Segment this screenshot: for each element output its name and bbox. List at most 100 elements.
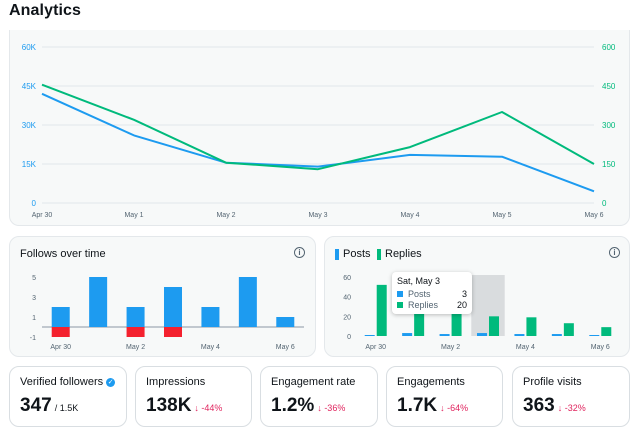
right-axis-tick: 150 — [602, 160, 616, 169]
legend-posts[interactable]: Posts — [335, 248, 371, 260]
impressions-label: Impressions — [146, 376, 206, 388]
legend-replies-label: Replies — [385, 248, 422, 260]
tooltip-posts-label: Posts — [408, 289, 431, 299]
posts-bar — [477, 333, 487, 336]
x-axis-tick: Apr 30 — [32, 212, 53, 219]
x-axis-tick: Apr 30 — [50, 344, 71, 351]
posts-swatch — [335, 248, 339, 260]
replies-bar — [489, 316, 499, 336]
profile-visits-value: 363 — [523, 395, 555, 416]
stat-value: 347/ 1.5K — [20, 395, 78, 417]
posts-bar — [439, 334, 450, 336]
engagement-rate-value: 1.2% — [271, 395, 315, 416]
replies-bar — [526, 317, 537, 336]
follow-bar — [126, 307, 145, 327]
y-axis-tick: 40 — [343, 295, 351, 302]
stat-value: 1.7K ↓ -64% — [397, 395, 468, 417]
legend-replies[interactable]: Replies — [377, 248, 422, 260]
tooltip-title: Sat, May 3 — [397, 276, 441, 286]
x-axis-tick: May 5 — [492, 212, 511, 219]
left-axis-tick: 0 — [32, 199, 37, 208]
profile-visits-delta: ↓ -32% — [557, 403, 586, 413]
x-axis-tick: May 3 — [308, 212, 327, 219]
right-axis-tick: 0 — [602, 199, 607, 208]
x-axis-tick: May 6 — [591, 344, 610, 351]
x-axis-tick: May 6 — [584, 212, 603, 219]
series-line-right — [41, 83, 595, 171]
profile-visits-label: Profile visits — [523, 376, 582, 388]
replies-bar — [451, 306, 462, 336]
series-line-left — [41, 92, 595, 193]
page-title: Analytics — [9, 2, 82, 19]
overview-line-chart[interactable]: 60K 600 45K 450 30K 300 15K 150 0 0 Apr 30 May 1 May… — [10, 30, 631, 226]
x-axis-tick: May 4 — [400, 212, 419, 219]
x-axis-tick: May 2 — [126, 344, 145, 351]
left-axis-tick: 15K — [22, 160, 37, 169]
right-axis-tick: 600 — [602, 43, 616, 52]
info-icon[interactable]: i — [294, 247, 305, 258]
unfollow-bar — [51, 327, 70, 337]
posts-bar — [514, 334, 525, 336]
tooltip-row-posts: Posts 3 — [397, 289, 467, 299]
right-axis-tick: 300 — [602, 121, 616, 130]
replies-bar — [376, 284, 387, 336]
tooltip-row-replies: Replies 20 — [397, 300, 467, 310]
follows-bar-chart[interactable]: 5 3 1 -1 Apr 30 May 2 May 4 May 6 — [10, 237, 317, 358]
x-axis-tick: May 6 — [276, 344, 295, 351]
x-axis-tick: May 4 — [516, 344, 535, 351]
impressions-delta: ↓ -44% — [194, 403, 223, 413]
follows-card-title: Follows over time — [20, 248, 106, 260]
engagement-rate-label: Engagement rate — [271, 376, 356, 388]
follow-bar — [89, 277, 108, 327]
y-axis-tick: 60 — [343, 275, 351, 282]
right-axis-tick: 450 — [602, 82, 616, 91]
y-axis-tick: 3 — [32, 295, 36, 302]
stat-card-verified-followers[interactable]: Verified followers ✓ 347/ 1.5K — [9, 366, 127, 427]
x-axis-tick: Apr 30 — [365, 344, 386, 351]
posts-replies-card: Posts Replies i 60 40 20 0 Apr 30 May 2 May 4 M… — [324, 236, 630, 357]
unfollow-bar — [164, 327, 182, 337]
posts-bar — [364, 335, 375, 336]
stat-value: 363 ↓ -32% — [523, 395, 586, 417]
replies-bar — [601, 327, 612, 336]
follow-bar — [51, 307, 70, 327]
stat-card-impressions[interactable]: Impressions 138K ↓ -44% — [135, 366, 252, 427]
tooltip-posts-swatch — [397, 291, 403, 297]
left-axis-tick: 45K — [22, 82, 37, 91]
follows-card: Follows over time i 5 3 1 -1 Apr 30 May 2 May … — [9, 236, 316, 357]
engagement-rate-delta: ↓ -36% — [317, 403, 346, 413]
engagements-label: Engagements — [397, 376, 465, 388]
stat-card-engagement-rate[interactable]: Engagement rate 1.2% ↓ -36% — [260, 366, 378, 427]
stat-card-engagements[interactable]: Engagements 1.7K ↓ -64% — [386, 366, 503, 427]
left-axis-tick: 30K — [22, 121, 37, 130]
tooltip-replies-label: Replies — [408, 300, 439, 310]
engagements-value: 1.7K — [397, 395, 438, 416]
stat-label: Verified followers ✓ — [20, 376, 116, 388]
follow-bar — [238, 277, 257, 327]
legend-posts-label: Posts — [343, 248, 371, 260]
stat-value: 1.2% ↓ -36% — [271, 395, 345, 417]
y-axis-tick: -1 — [30, 335, 36, 342]
verified-badge-icon: ✓ — [106, 378, 116, 387]
x-axis-tick: May 2 — [441, 344, 460, 351]
tooltip-replies-value: 20 — [456, 300, 467, 310]
engagements-delta: ↓ -64% — [440, 403, 469, 413]
stat-card-profile-visits[interactable]: Profile visits 363 ↓ -32% — [512, 366, 630, 427]
impressions-value: 138K — [146, 395, 192, 416]
posts-bar — [551, 334, 562, 336]
follow-bar — [164, 287, 182, 327]
x-axis-tick: May 4 — [201, 344, 220, 351]
replies-bar — [414, 296, 425, 336]
chart-tooltip: Sat, May 3 Posts 3 Replies 20 — [392, 272, 472, 314]
hover-highlight — [471, 275, 505, 336]
posts-replies-bar-chart[interactable]: 60 40 20 0 Apr 30 May 2 May 4 May 6 — [325, 237, 631, 358]
posts-bar — [402, 333, 413, 336]
info-icon[interactable]: i — [609, 247, 620, 258]
top-bar: Analytics — [0, 0, 640, 30]
left-axis-tick: 60K — [22, 43, 37, 52]
tooltip-replies-swatch — [397, 302, 403, 308]
follow-bar — [276, 317, 295, 327]
x-axis-tick: May 2 — [216, 212, 235, 219]
posts-bar — [589, 335, 600, 336]
verified-followers-label: Verified followers — [20, 376, 104, 388]
